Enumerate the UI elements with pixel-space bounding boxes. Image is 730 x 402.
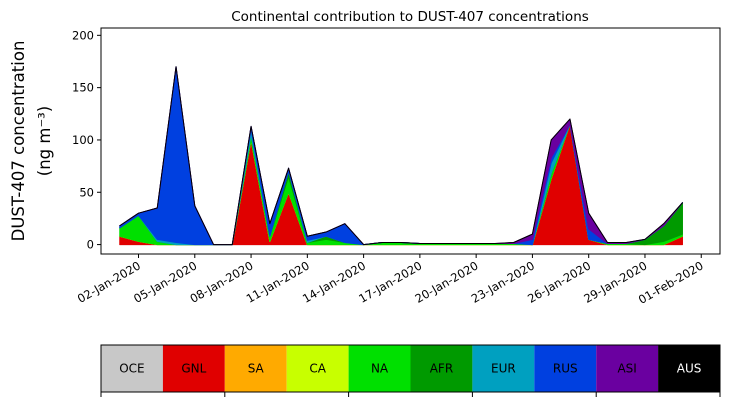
x-tick-label: 14-Jan-2020 <box>300 258 368 305</box>
x-tick-label: 26-Jan-2020 <box>525 258 593 305</box>
x-tick-label: 17-Jan-2020 <box>356 258 424 305</box>
area <box>119 66 683 246</box>
legend-label: ASI <box>617 362 636 376</box>
legend-swatch <box>658 345 720 392</box>
x-tick-label: 23-Jan-2020 <box>469 258 537 305</box>
x-tick-label: 08-Jan-2020 <box>187 258 255 305</box>
legend-label: SA <box>248 362 265 376</box>
legend-swatch <box>224 345 287 392</box>
y-tick-label: 200 <box>72 28 94 42</box>
legend-label: RUS <box>553 362 578 376</box>
legend-label: OCE <box>119 362 144 376</box>
legend-label: EUR <box>491 362 516 376</box>
legend-swatch <box>410 345 473 392</box>
y-axis-title: (ng m⁻³) <box>35 106 54 176</box>
legend-label: AFR <box>430 362 453 376</box>
x-tick-label: 02-Jan-2020 <box>75 258 143 305</box>
plot-frame <box>100 27 721 255</box>
y-tick-label: 50 <box>79 185 94 199</box>
y-tick-label: 150 <box>72 81 94 95</box>
legend-swatch <box>472 345 535 392</box>
legend-swatch <box>101 345 163 392</box>
legend-label: GNL <box>181 362 206 376</box>
y-axis-title: DUST-407 concentration <box>9 41 28 242</box>
x-tick-label: 05-Jan-2020 <box>131 258 199 305</box>
legend-label: AUS <box>677 362 702 376</box>
legend-swatch <box>596 345 659 392</box>
legend-label: CA <box>309 362 326 376</box>
legend-swatch <box>534 345 597 392</box>
y-tick-label: 0 <box>87 238 94 252</box>
area <box>119 66 683 246</box>
chart-title: Continental contribution to DUST-407 con… <box>231 9 589 25</box>
legend-swatch <box>162 345 225 392</box>
area <box>119 66 683 246</box>
x-tick-label: 20-Jan-2020 <box>413 258 481 305</box>
y-tick-label: 100 <box>72 133 94 147</box>
x-tick-label: 11-Jan-2020 <box>244 258 312 305</box>
legend-frame <box>100 344 721 393</box>
legend-swatch <box>286 345 349 392</box>
legend-swatch <box>348 345 411 392</box>
legend-label: NA <box>371 362 389 376</box>
